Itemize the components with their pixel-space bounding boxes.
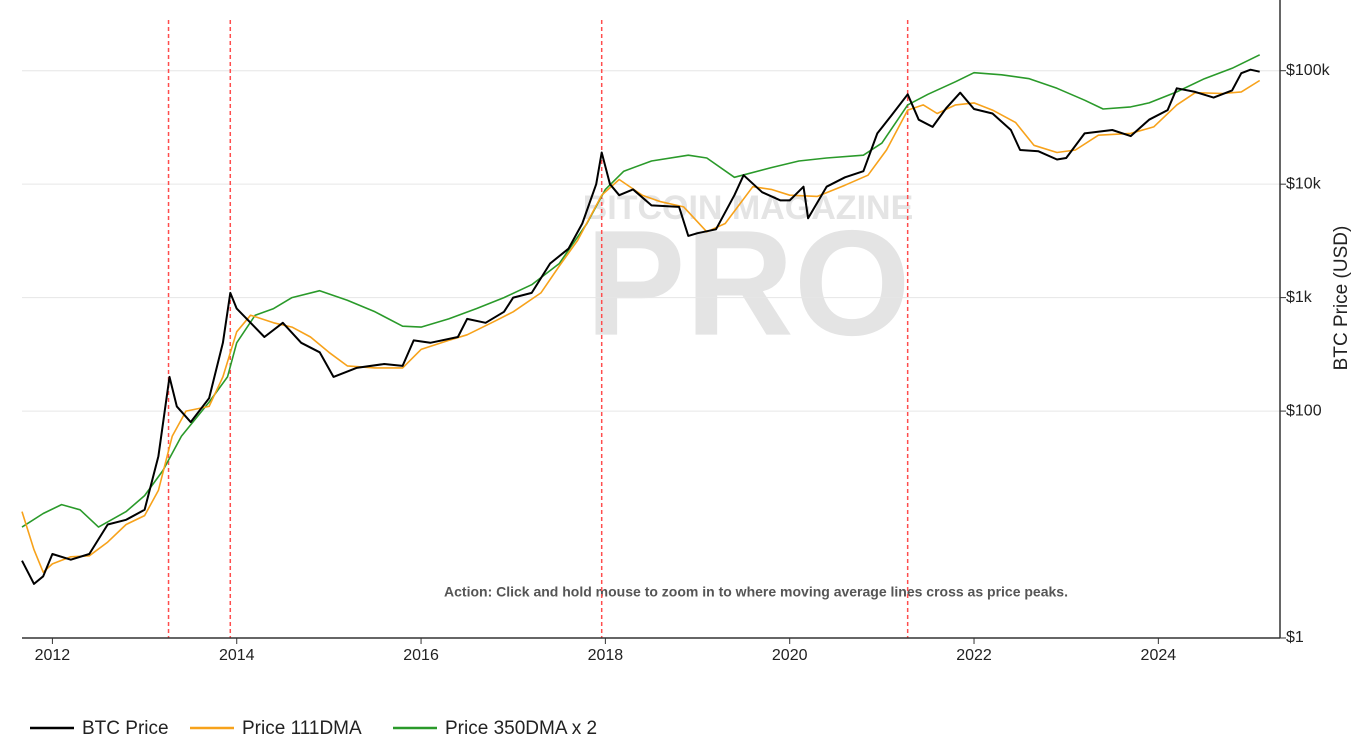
y-tick-label: $100k xyxy=(1286,62,1331,79)
legend-label: Price 111DMA xyxy=(242,718,362,739)
y-tick-label: $10k xyxy=(1286,175,1322,192)
series-line xyxy=(21,68,1260,585)
legend-label: Price 350DMA x 2 xyxy=(445,718,597,739)
x-tick-label: 2024 xyxy=(1141,647,1177,664)
legend-label: BTC Price xyxy=(82,718,169,739)
x-tick-label: 2018 xyxy=(588,647,624,664)
watermark: BITCOIN MAGAZINE xyxy=(583,189,914,227)
x-tick-label: 2016 xyxy=(403,647,439,664)
series-line xyxy=(21,79,1261,573)
annotation: Action: Click and hold mouse to zoom in … xyxy=(444,584,1068,600)
x-tick-label: 2014 xyxy=(219,647,255,664)
y-tick-label: $1k xyxy=(1286,289,1313,306)
x-tick-label: 2020 xyxy=(772,647,808,664)
x-tick-label: 2012 xyxy=(35,647,71,664)
watermark: PRO xyxy=(585,199,910,367)
y-tick-label: $1 xyxy=(1286,629,1304,646)
y-axis-label: BTC Price (USD) xyxy=(1331,226,1352,371)
y-tick-label: $100 xyxy=(1286,402,1322,419)
x-tick-label: 2022 xyxy=(956,647,992,664)
